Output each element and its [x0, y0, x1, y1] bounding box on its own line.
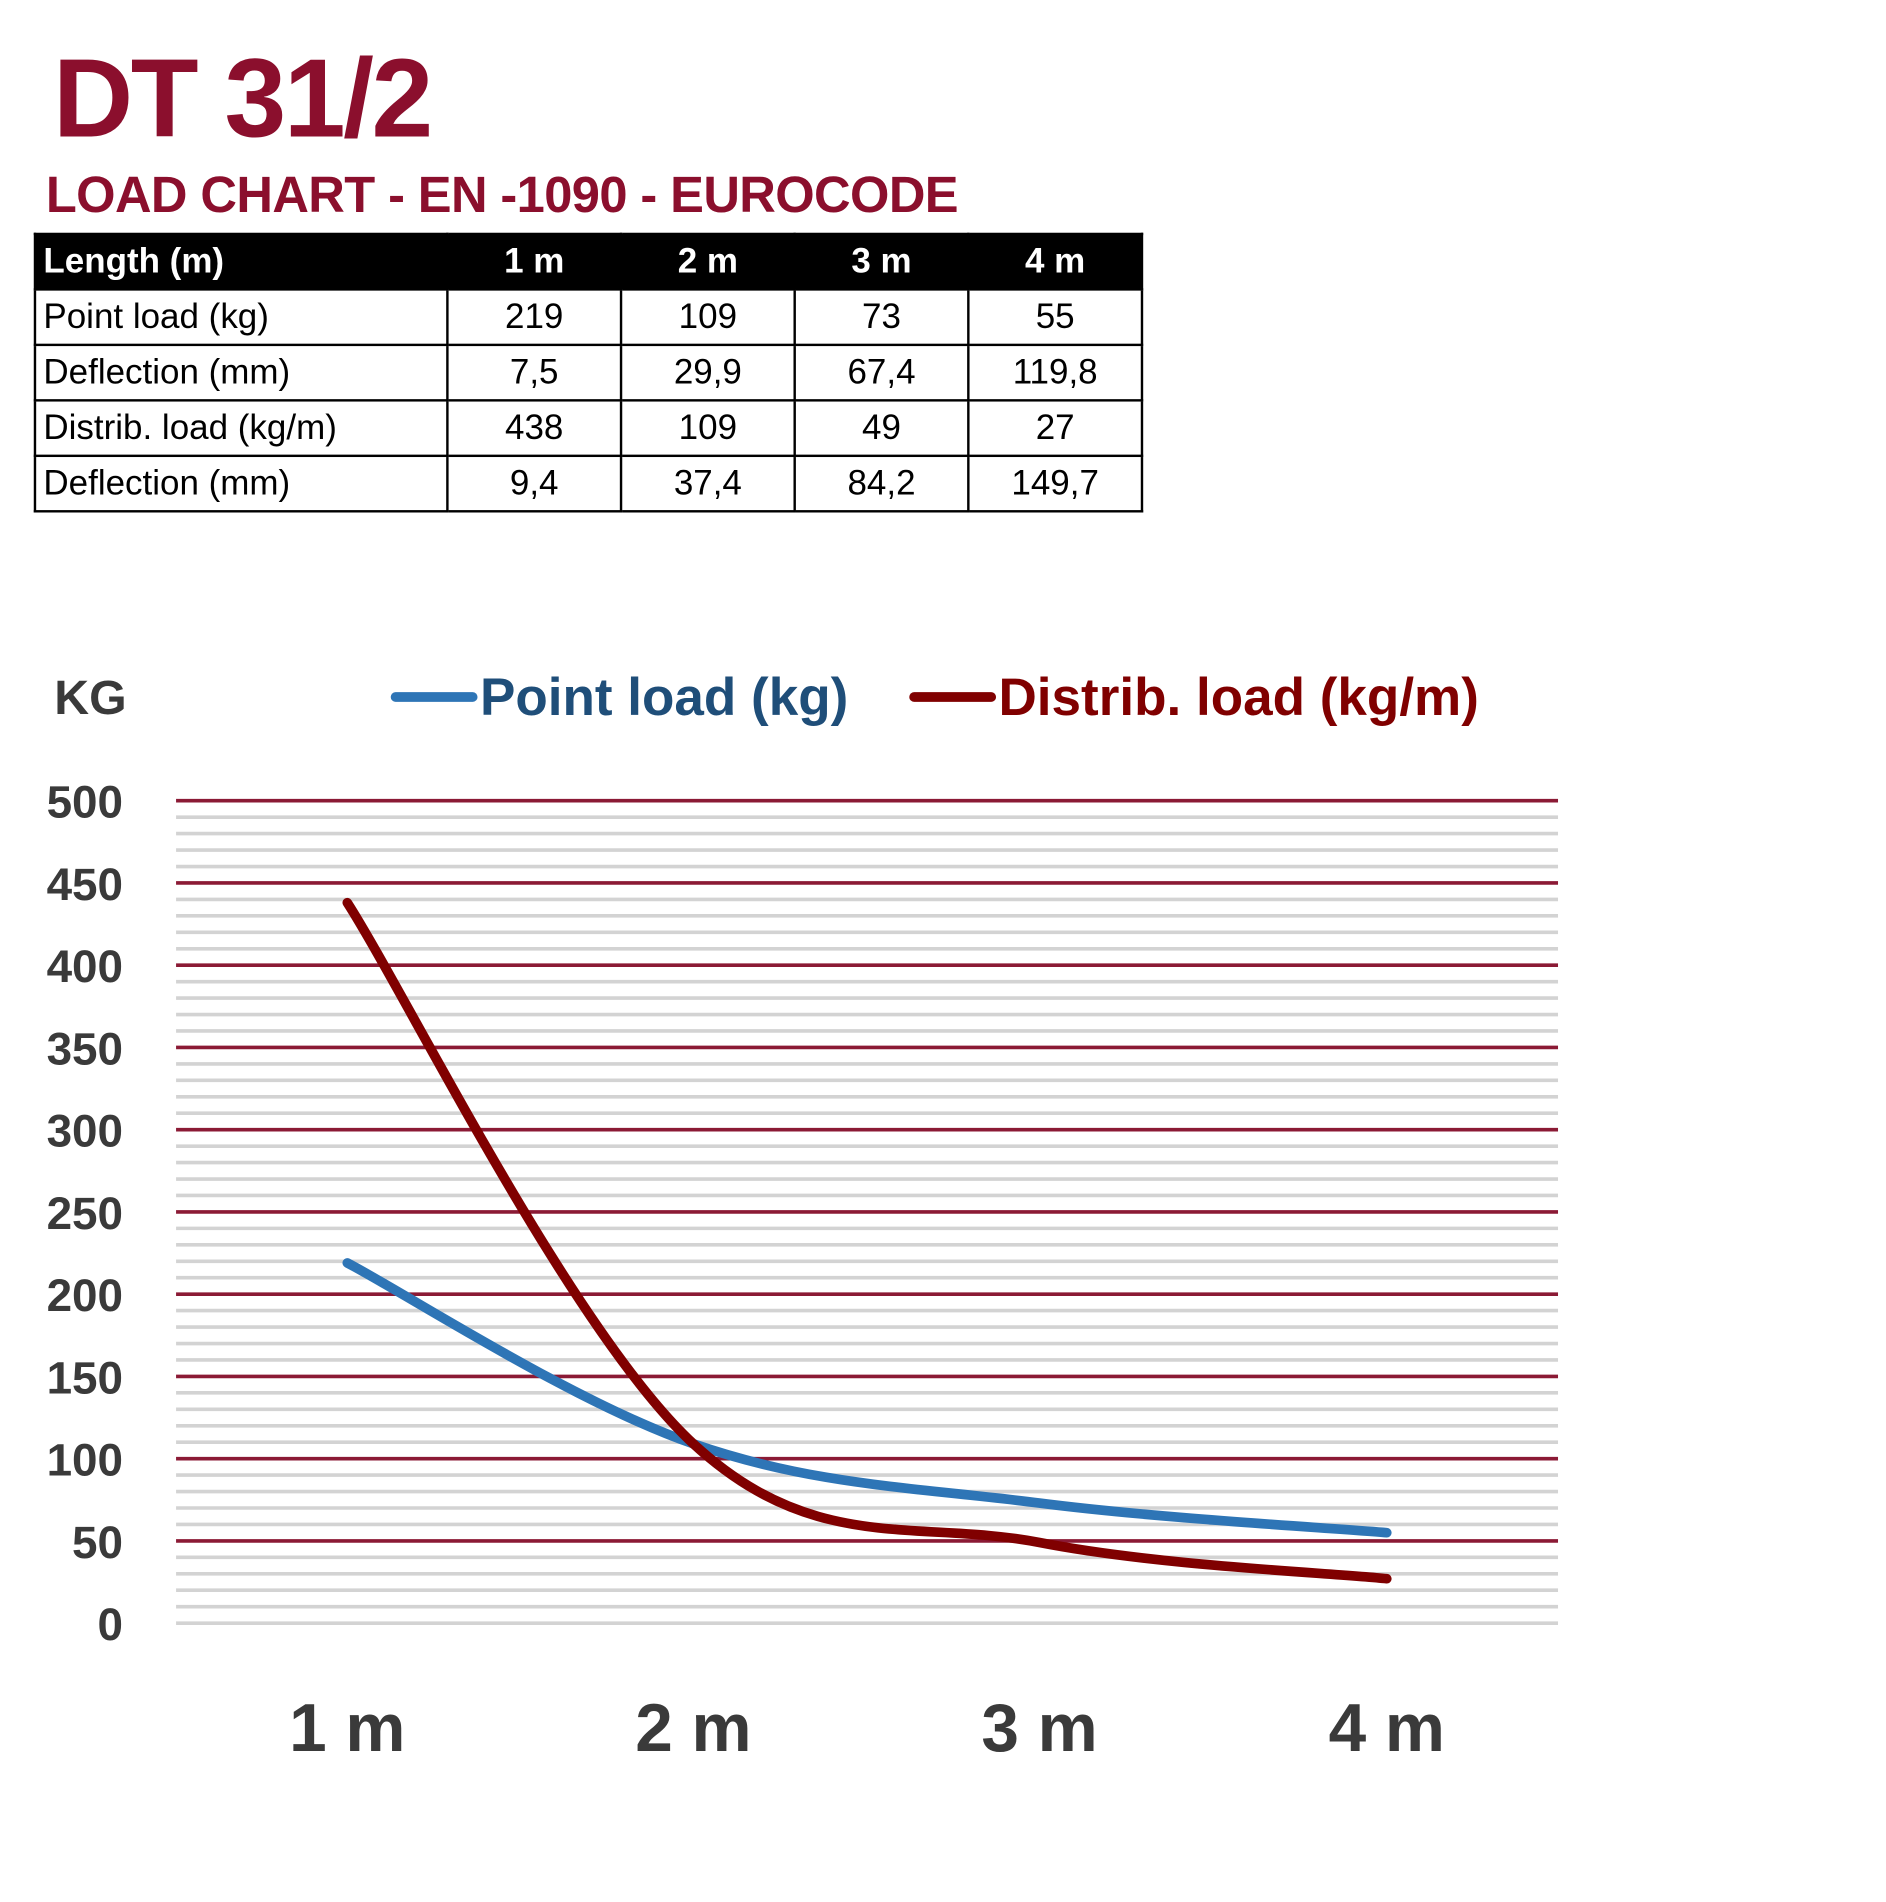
header-cell: 4 m — [967, 232, 1144, 291]
product-title: DT 31/2 — [53, 37, 433, 161]
load-table: Length (m) 1 m 2 m 3 m 4 m Point load (k… — [33, 232, 1144, 513]
x-tick-labels: 1 m 2 m 3 m 4 m — [289, 1691, 1445, 1766]
y-tick-label: 0 — [98, 1599, 123, 1650]
row-label: Point load (kg) — [33, 288, 449, 347]
cell: 67,4 — [793, 343, 970, 402]
cell: 73 — [793, 288, 970, 347]
x-tick-label: 4 m — [1329, 1691, 1445, 1766]
row-label: Deflection (mm) — [33, 454, 449, 513]
table-row: Distrib. load (kg/m) 438 109 49 27 — [33, 399, 1144, 458]
y-tick-label: 450 — [47, 859, 123, 910]
cell: 9,4 — [446, 454, 623, 513]
cell: 119,8 — [967, 343, 1144, 402]
cell: 109 — [619, 288, 796, 347]
y-tick-labels: 0 50 100 150 200 250 300 350 400 450 500 — [47, 777, 123, 1650]
y-tick-label: 150 — [47, 1352, 123, 1403]
y-tick-label: 200 — [47, 1270, 123, 1321]
x-tick-label: 3 m — [981, 1691, 1097, 1766]
table-row: Deflection (mm) 7,5 29,9 67,4 119,8 — [33, 343, 1144, 402]
cell: 149,7 — [967, 454, 1144, 513]
x-tick-label: 2 m — [635, 1691, 751, 1766]
cell: 29,9 — [619, 343, 796, 402]
cell: 219 — [446, 288, 623, 347]
legend-label-distrib-load: Distrib. load (kg/m) — [998, 668, 1478, 727]
table-header-row: Length (m) 1 m 2 m 3 m 4 m — [33, 232, 1144, 291]
load-line-chart: 0 50 100 150 200 250 300 350 400 450 500 1 m 2 m 3 m… — [47, 668, 1559, 1766]
row-label: Distrib. load (kg/m) — [33, 399, 449, 458]
cell: 37,4 — [619, 454, 796, 513]
cell: 84,2 — [793, 454, 970, 513]
y-axis-label: KG — [54, 671, 126, 725]
series-line-point-load — [342, 1258, 1392, 1538]
y-tick-label: 50 — [72, 1517, 123, 1568]
x-tick-label: 1 m — [289, 1691, 405, 1766]
header-cell: 1 m — [446, 232, 623, 291]
series-line-distrib-load — [342, 897, 1392, 1584]
cell: 55 — [967, 288, 1144, 347]
legend-label-point-load: Point load (kg) — [480, 668, 848, 727]
subtitle: LOAD CHART - EN -1090 - EUROCODE — [45, 166, 959, 224]
y-tick-label: 400 — [47, 941, 123, 992]
table-row: Point load (kg) 219 109 73 55 — [33, 288, 1144, 347]
y-tick-label: 250 — [47, 1188, 123, 1239]
y-tick-label: 300 — [47, 1106, 123, 1157]
gridlines — [176, 798, 1559, 1625]
header-cell: Length (m) — [33, 232, 449, 291]
y-tick-label: 100 — [47, 1435, 123, 1486]
y-tick-label: 350 — [47, 1023, 123, 1074]
cell: 438 — [446, 399, 623, 458]
row-label: Deflection (mm) — [33, 343, 449, 402]
cell: 7,5 — [446, 343, 623, 402]
cell: 27 — [967, 399, 1144, 458]
y-tick-label: 500 — [47, 777, 123, 828]
series-lines — [342, 897, 1392, 1584]
legend: Point load (kg) Distrib. load (kg/m) — [390, 668, 1479, 727]
cell: 109 — [619, 399, 796, 458]
table-row: Deflection (mm) 9,4 37,4 84,2 149,7 — [33, 454, 1144, 513]
header-cell: 2 m — [619, 232, 796, 291]
header-cell: 3 m — [793, 232, 970, 291]
cell: 49 — [793, 399, 970, 458]
